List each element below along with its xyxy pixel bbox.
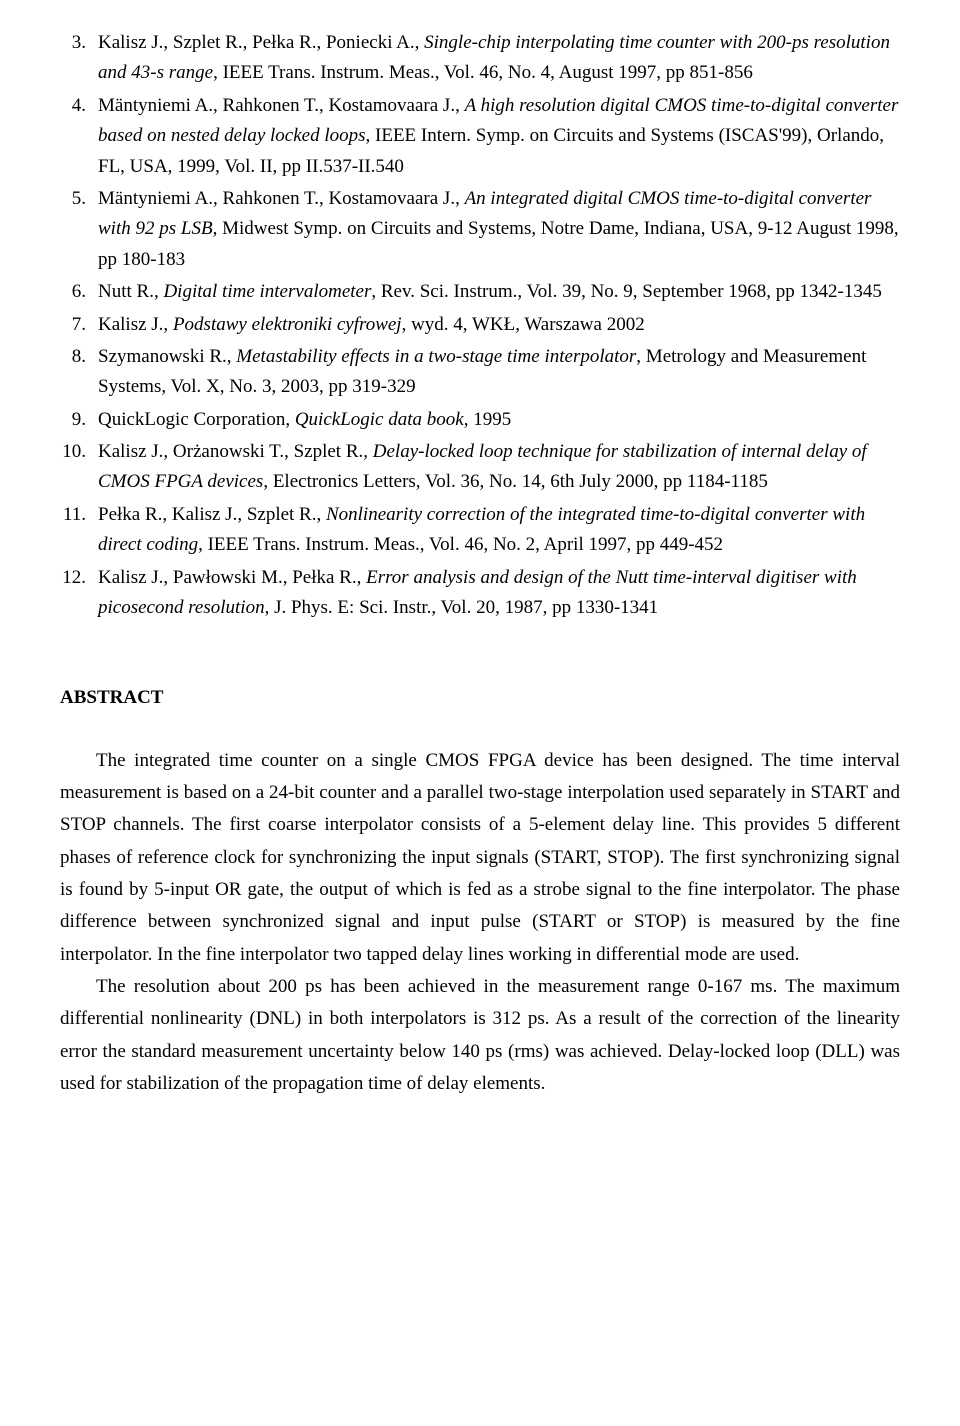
- reference-authors: Nutt R.,: [98, 281, 163, 302]
- reference-text: Kalisz J., Pawłowski M., Pełka R., Error…: [98, 563, 900, 624]
- reference-title: QuickLogic data book: [295, 409, 464, 430]
- reference-title: Podstawy elektroniki cyfrowej: [173, 314, 402, 335]
- reference-authors: Szymanowski R.,: [98, 346, 236, 367]
- reference-authors: QuickLogic Corporation,: [98, 409, 295, 430]
- reference-item: 11.Pełka R., Kalisz J., Szplet R., Nonli…: [60, 500, 900, 561]
- reference-text: Kalisz J., Podstawy elektroniki cyfrowej…: [98, 310, 900, 340]
- reference-text: Nutt R., Digital time intervalometer, Re…: [98, 277, 900, 307]
- reference-text: Szymanowski R., Metastability effects in…: [98, 342, 900, 403]
- reference-item: 5.Mäntyniemi A., Rahkonen T., Kostamovaa…: [60, 184, 900, 275]
- reference-text: Kalisz J., Szplet R., Pełka R., Poniecki…: [98, 28, 900, 89]
- reference-number: 12.: [60, 563, 98, 624]
- reference-text: Mäntyniemi A., Rahkonen T., Kostamovaara…: [98, 184, 900, 275]
- reference-authors: Kalisz J.,: [98, 314, 173, 335]
- reference-rest: , IEEE Trans. Instrum. Meas., Vol. 46, N…: [198, 534, 723, 555]
- reference-rest: , Electronics Letters, Vol. 36, No. 14, …: [263, 471, 768, 492]
- reference-number: 9.: [60, 405, 98, 435]
- reference-title: Metastability effects in a two-stage tim…: [236, 346, 636, 367]
- reference-rest: , 1995: [464, 409, 512, 430]
- abstract-body: The integrated time counter on a single …: [60, 745, 900, 1100]
- abstract-paragraph-2: The resolution about 200 ps has been ach…: [60, 971, 900, 1100]
- reference-authors: Kalisz J., Szplet R., Pełka R., Poniecki…: [98, 32, 424, 53]
- reference-authors: Kalisz J., Pawłowski M., Pełka R.,: [98, 567, 366, 588]
- reference-item: 9.QuickLogic Corporation, QuickLogic dat…: [60, 405, 900, 435]
- reference-item: 10.Kalisz J., Orżanowski T., Szplet R., …: [60, 437, 900, 498]
- abstract-paragraph-1: The integrated time counter on a single …: [60, 745, 900, 971]
- reference-number: 7.: [60, 310, 98, 340]
- reference-text: QuickLogic Corporation, QuickLogic data …: [98, 405, 900, 435]
- reference-number: 5.: [60, 184, 98, 275]
- reference-item: 3.Kalisz J., Szplet R., Pełka R., Poniec…: [60, 28, 900, 89]
- reference-authors: Kalisz J., Orżanowski T., Szplet R.,: [98, 441, 373, 462]
- reference-rest: , Midwest Symp. on Circuits and Systems,…: [98, 218, 899, 269]
- reference-text: Pełka R., Kalisz J., Szplet R., Nonlinea…: [98, 500, 900, 561]
- reference-authors: Pełka R., Kalisz J., Szplet R.,: [98, 504, 326, 525]
- reference-text: Kalisz J., Orżanowski T., Szplet R., Del…: [98, 437, 900, 498]
- reference-number: 10.: [60, 437, 98, 498]
- reference-item: 12.Kalisz J., Pawłowski M., Pełka R., Er…: [60, 563, 900, 624]
- reference-number: 4.: [60, 91, 98, 182]
- reference-rest: , Rev. Sci. Instrum., Vol. 39, No. 9, Se…: [371, 281, 882, 302]
- reference-number: 11.: [60, 500, 98, 561]
- references-list: 3.Kalisz J., Szplet R., Pełka R., Poniec…: [60, 28, 900, 623]
- reference-authors: Mäntyniemi A., Rahkonen T., Kostamovaara…: [98, 95, 465, 116]
- reference-number: 3.: [60, 28, 98, 89]
- reference-item: 8.Szymanowski R., Metastability effects …: [60, 342, 900, 403]
- reference-number: 8.: [60, 342, 98, 403]
- reference-rest: , J. Phys. E: Sci. Instr., Vol. 20, 1987…: [265, 597, 659, 618]
- reference-rest: , IEEE Trans. Instrum. Meas., Vol. 46, N…: [213, 62, 753, 83]
- reference-rest: , wyd. 4, WKŁ, Warszawa 2002: [402, 314, 645, 335]
- reference-title: Digital time intervalometer: [163, 281, 371, 302]
- abstract-heading: ABSTRACT: [60, 683, 900, 712]
- reference-item: 7.Kalisz J., Podstawy elektroniki cyfrow…: [60, 310, 900, 340]
- reference-item: 6.Nutt R., Digital time intervalometer, …: [60, 277, 900, 307]
- reference-number: 6.: [60, 277, 98, 307]
- reference-authors: Mäntyniemi A., Rahkonen T., Kostamovaara…: [98, 188, 465, 209]
- reference-item: 4.Mäntyniemi A., Rahkonen T., Kostamovaa…: [60, 91, 900, 182]
- reference-text: Mäntyniemi A., Rahkonen T., Kostamovaara…: [98, 91, 900, 182]
